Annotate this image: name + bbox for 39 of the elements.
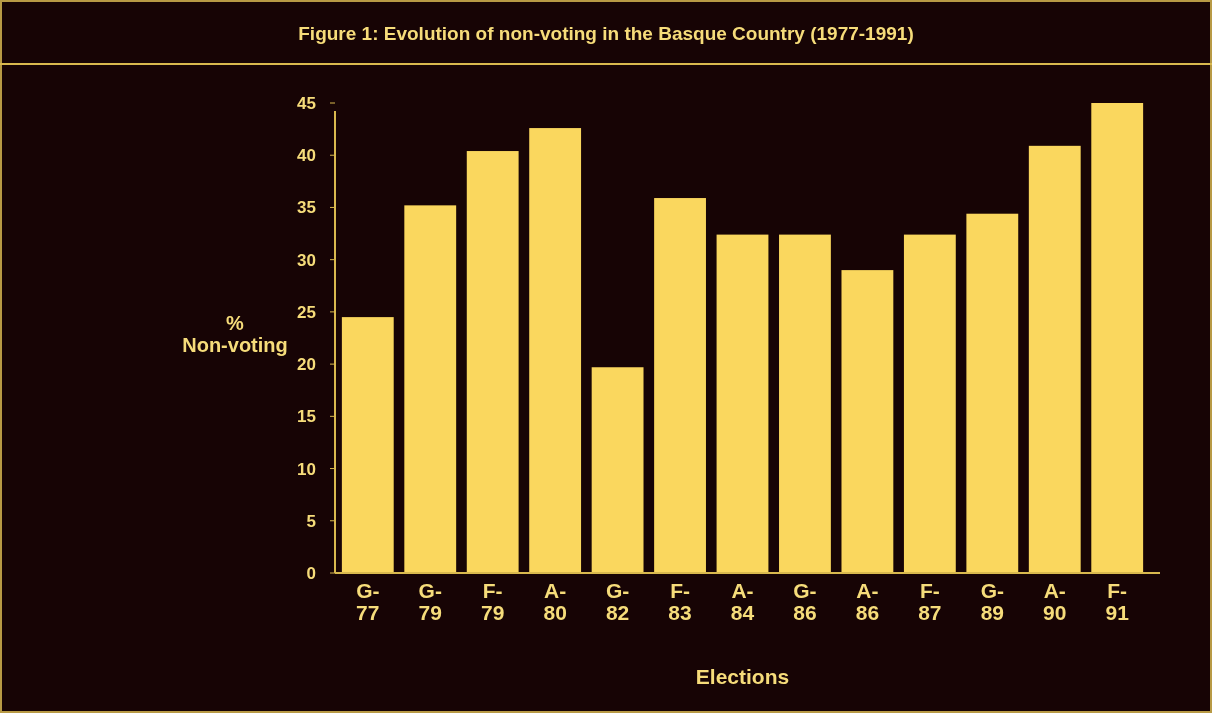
x-tick-label: A-80 [543, 579, 567, 624]
x-axis-title: Elections [695, 665, 790, 688]
bar [654, 198, 706, 573]
x-tick-label: F-91 [1105, 579, 1130, 624]
y-tick-label: 5 [306, 511, 316, 531]
y-tick-label: 45 [297, 93, 316, 113]
y-tick-label: 40 [297, 146, 316, 166]
x-tick-label: G-79 [418, 579, 442, 624]
x-tick-label: G-82 [605, 579, 630, 624]
x-tick-label: A-86 [855, 579, 880, 624]
y-tick-label: 30 [297, 250, 316, 270]
bar [779, 234, 831, 573]
x-tick-label: F-79 [481, 579, 505, 624]
bar [903, 234, 956, 573]
bar [841, 270, 894, 573]
x-tick-label: A-90 [1043, 579, 1067, 624]
bar [404, 205, 457, 573]
bar [591, 367, 644, 573]
y-tick-label: 20 [297, 355, 316, 375]
x-tick-label: G-89 [980, 579, 1004, 624]
y-tick-label: 35 [297, 198, 316, 218]
x-tick-label: F-83 [668, 579, 692, 624]
x-tick-label: G-77 [356, 579, 380, 624]
bar [716, 234, 769, 573]
y-axis-title: % Non-voting [182, 312, 288, 356]
bar [529, 128, 582, 573]
chart-title: Figure 1: Evolution of non-voting in the Basque Country (1977-1991) [298, 23, 914, 44]
y-tick-label: 15 [297, 407, 316, 427]
bar [341, 317, 394, 573]
x-tick-label: G-86 [793, 579, 817, 624]
bar [1028, 145, 1081, 573]
bar [1091, 103, 1144, 573]
y-tick-label: 10 [297, 459, 316, 479]
y-tick-label: 25 [297, 302, 316, 322]
y-tick-label: 0 [306, 563, 316, 583]
x-tick-label: F-87 [918, 579, 942, 624]
bar [466, 151, 519, 573]
bar [966, 213, 1019, 573]
x-tick-label: A-84 [730, 579, 755, 624]
